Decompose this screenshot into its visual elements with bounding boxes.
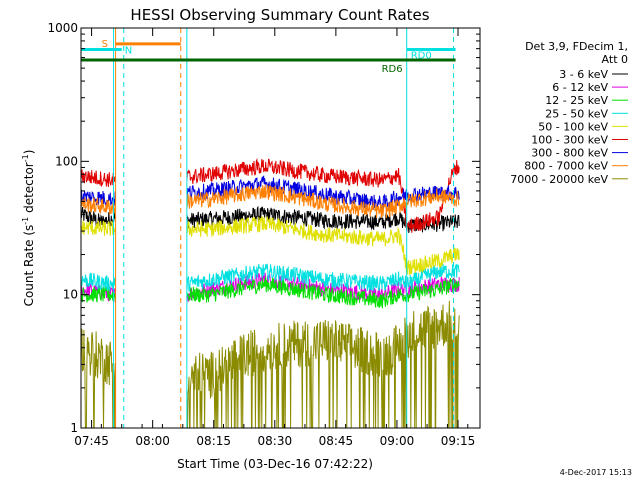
mode-bar-label: RD6	[382, 64, 403, 75]
series-line	[81, 175, 460, 211]
chart-title: HESSI Observing Summary Count Rates	[130, 6, 429, 24]
series-line	[81, 263, 460, 292]
legend-entry: 12 - 25 keV	[545, 94, 608, 107]
legend-entry: 7000 - 20000 keV	[510, 173, 608, 186]
series-line	[81, 216, 460, 275]
legend-entry: 300 - 800 keV	[531, 147, 608, 160]
y-tick-label: 100	[55, 154, 78, 168]
legend-entry: 100 - 300 keV	[531, 134, 608, 147]
x-axis-label: Start Time (03-Dec-16 07:42:22)	[177, 457, 373, 471]
mode-bar-label: S	[102, 39, 108, 50]
plot-frame	[80, 27, 481, 429]
legend-header: Att 0	[602, 53, 628, 66]
timestamp-stamp: 4-Dec-2017 15:13	[560, 468, 632, 477]
mode-bar-label: RD0	[411, 50, 432, 61]
mode-bar-label: N	[125, 45, 132, 56]
legend-entry: 3 - 6 keV	[559, 68, 608, 81]
y-tick-label: 1000	[47, 21, 78, 35]
y-tick-label: 1	[70, 421, 78, 435]
x-tick-label: 08:45	[319, 434, 354, 448]
legend-header: Det 3,9, FDecim 1,	[525, 40, 628, 53]
legend-entry: 50 - 100 keV	[538, 120, 608, 133]
x-tick-label: 09:15	[441, 434, 476, 448]
legend-entry: 6 - 12 keV	[552, 81, 608, 94]
legend-entry: 25 - 50 keV	[545, 107, 608, 120]
y-axis-label: Count Rate (s-1 detector-1)	[21, 150, 36, 307]
x-tick-label: 08:15	[196, 434, 231, 448]
series-line	[81, 184, 460, 219]
legend-entry: 800 - 7000 keV	[524, 160, 608, 173]
y-tick-label: 10	[63, 288, 78, 302]
x-tick-label: 08:30	[258, 434, 293, 448]
x-tick-label: 08:00	[135, 434, 170, 448]
series-line	[81, 300, 460, 428]
x-tick-label: 09:00	[380, 434, 415, 448]
series-line	[81, 157, 460, 233]
x-tick-label: 07:45	[74, 434, 109, 448]
